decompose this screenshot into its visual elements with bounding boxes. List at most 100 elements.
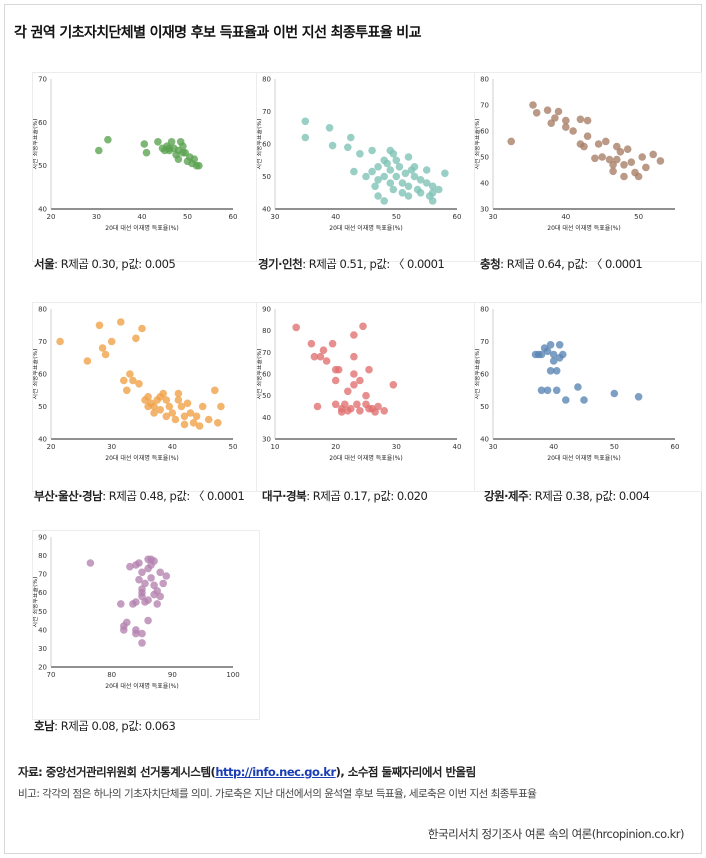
x-axis-label: 20대 대선 이재명 득표율(%): [547, 224, 620, 232]
x-tick-label: 40: [331, 213, 340, 221]
data-point: [147, 561, 155, 569]
data-point: [150, 402, 158, 411]
x-axis-label: 20대 대선 이재명 득표율(%): [105, 224, 178, 232]
chart-panel-chungcheong: 30 40 50 30 40 50 60 70 80 20대 대선 이재명 득표율(%) 지선 최종…: [474, 72, 702, 262]
data-point: [341, 400, 349, 409]
data-point: [552, 386, 561, 395]
data-point: [156, 406, 164, 414]
caption-daegu-gyeongbuk: 대구·경북: R제곱 0.17, p값: 0.020: [262, 488, 428, 504]
data-point: [359, 322, 367, 331]
data-point: [162, 572, 171, 580]
data-point: [543, 347, 552, 356]
scatter-chart-seoul: 20 30 40 50 60 40 50 60 70 20대 대선 이재명 득표율(%) 지선 최종…: [33, 76, 238, 233]
source-link[interactable]: http://info.nec.go.kr: [215, 765, 336, 779]
chart-panel-busan-ulsan-gyeongnam: 20 30 40 50 40 50 60 70 80 20대 대선 이재명 득표율(%) 지선 최종…: [32, 302, 260, 492]
caption-region: 강원·제주: [484, 489, 529, 503]
caption-stat: : R제곱 0.48, p값: 〈 0.0001: [102, 489, 245, 503]
y-tick-label: 70: [480, 338, 489, 346]
data-point: [319, 346, 328, 354]
data-point: [371, 182, 379, 191]
data-point: [620, 172, 628, 181]
y-axis-label: 지선 최종투표율(%): [33, 577, 39, 628]
x-axis-label: 20대 대선 이재명 득표율(%): [105, 454, 178, 462]
y-tick-label: 30: [38, 645, 47, 653]
data-point: [602, 137, 610, 146]
data-point: [598, 153, 606, 161]
data-point: [609, 167, 617, 176]
data-point: [368, 146, 376, 155]
data-point: [183, 399, 192, 408]
data-point: [174, 155, 183, 163]
data-point: [422, 166, 431, 174]
data-point: [441, 169, 449, 178]
data-point: [583, 132, 592, 140]
data-point: [562, 396, 570, 404]
y-tick-label: 70: [38, 76, 47, 84]
data-point: [167, 138, 176, 146]
data-point: [154, 138, 162, 146]
chart-panel-daegu-gyeongbuk: 10 20 30 40 30 40 50 60 70 80 90 20대 대선 이재명 득표율(%) 지…: [256, 302, 484, 492]
data-point: [428, 189, 437, 197]
caption-seoul: 서울: R제곱 0.30, p값: 0.005: [34, 256, 176, 272]
y-axis-label: 지선 최종투표율(%): [257, 349, 263, 400]
y-axis-label: 지선 최종투표율(%): [475, 349, 481, 400]
caption-stat: : R제곱 0.51, p값: 〈 0.0001: [302, 257, 445, 271]
data-point: [174, 389, 183, 398]
data-point: [642, 163, 650, 172]
x-tick-label: 20: [331, 443, 340, 451]
x-tick-label: 40: [138, 213, 147, 221]
x-tick-label: 40: [453, 443, 462, 451]
data-point: [325, 124, 334, 132]
data-point: [217, 402, 225, 411]
data-point: [156, 393, 164, 401]
x-tick-label: 50: [183, 213, 192, 221]
data-point: [86, 559, 95, 567]
data-point: [144, 616, 152, 625]
data-point: [322, 357, 331, 365]
caption-chungcheong: 충청: R제곱 0.64, p값: 〈 0.0001: [480, 256, 643, 272]
y-tick-label: 50: [262, 173, 271, 181]
y-tick-label: 80: [262, 76, 271, 84]
data-point: [623, 145, 632, 153]
data-point: [392, 156, 401, 165]
data-point: [552, 367, 561, 375]
scatter-chart-chungcheong: 30 40 50 30 40 50 60 70 80 20대 대선 이재명 득표율(%) 지선 최종…: [475, 76, 675, 232]
x-tick-label: 50: [392, 213, 401, 221]
data-point: [562, 116, 570, 125]
y-tick-label: 40: [480, 180, 489, 188]
data-point: [328, 141, 337, 150]
y-tick-label: 40: [38, 206, 47, 214]
data-point: [374, 163, 382, 171]
data-point: [380, 197, 388, 205]
chart-panel-seoul: 20 30 40 50 60 40 50 60 70 20대 대선 이재명 득표율(%) 지선 최종…: [32, 72, 260, 262]
x-tick-label: 20: [47, 443, 56, 451]
y-tick-label: 40: [38, 626, 47, 634]
x-tick-label: 10: [271, 443, 280, 451]
data-point: [410, 163, 419, 171]
x-tick-label: 30: [392, 443, 401, 451]
data-point: [95, 321, 104, 330]
data-point: [374, 402, 382, 411]
data-point: [120, 376, 128, 385]
data-point: [404, 192, 413, 200]
data-point: [301, 133, 310, 142]
data-point: [404, 153, 413, 161]
data-point: [350, 167, 358, 176]
y-tick-label: 70: [262, 349, 271, 357]
data-point: [362, 172, 370, 181]
x-tick-label: 30: [489, 443, 498, 451]
data-point: [334, 365, 343, 374]
data-point: [634, 172, 643, 181]
x-tick-label: 40: [561, 213, 570, 221]
data-point: [362, 391, 370, 400]
data-point: [347, 404, 355, 413]
x-tick-label: 60: [229, 213, 238, 221]
y-axis-label: 지선 최종투표율(%): [33, 349, 39, 400]
x-tick-label: 40: [549, 443, 558, 451]
data-point: [580, 142, 588, 151]
data-point: [543, 106, 552, 114]
data-point: [135, 380, 143, 388]
data-point: [656, 157, 665, 165]
data-point: [195, 422, 204, 430]
data-point: [214, 419, 222, 427]
